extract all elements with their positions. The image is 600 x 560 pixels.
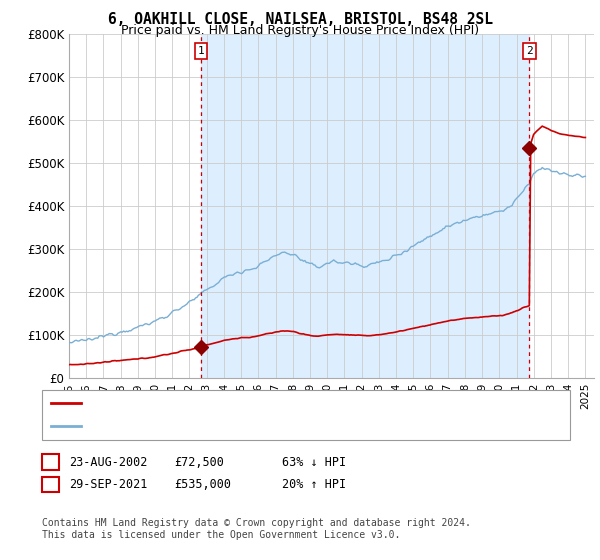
- Text: 2: 2: [47, 478, 54, 491]
- Text: £535,000: £535,000: [174, 478, 231, 491]
- Text: Price paid vs. HM Land Registry's House Price Index (HPI): Price paid vs. HM Land Registry's House …: [121, 24, 479, 36]
- Text: £72,500: £72,500: [174, 455, 224, 469]
- Text: 23-AUG-2002: 23-AUG-2002: [69, 455, 148, 469]
- Text: 1: 1: [197, 46, 204, 56]
- Text: 20% ↑ HPI: 20% ↑ HPI: [282, 478, 346, 491]
- Text: 6, OAKHILL CLOSE, NAILSEA, BRISTOL, BS48 2SL: 6, OAKHILL CLOSE, NAILSEA, BRISTOL, BS48…: [107, 12, 493, 27]
- Text: HPI: Average price, detached house, North Somerset: HPI: Average price, detached house, Nort…: [87, 421, 412, 431]
- Text: 2: 2: [526, 46, 533, 56]
- Text: 63% ↓ HPI: 63% ↓ HPI: [282, 455, 346, 469]
- Text: 29-SEP-2021: 29-SEP-2021: [69, 478, 148, 491]
- Bar: [200, 34, 529, 378]
- Text: 1: 1: [47, 455, 54, 469]
- Text: 6, OAKHILL CLOSE, NAILSEA, BRISTOL, BS48 2SL (detached house): 6, OAKHILL CLOSE, NAILSEA, BRISTOL, BS48…: [87, 398, 484, 408]
- Text: Contains HM Land Registry data © Crown copyright and database right 2024.
This d: Contains HM Land Registry data © Crown c…: [42, 518, 471, 540]
